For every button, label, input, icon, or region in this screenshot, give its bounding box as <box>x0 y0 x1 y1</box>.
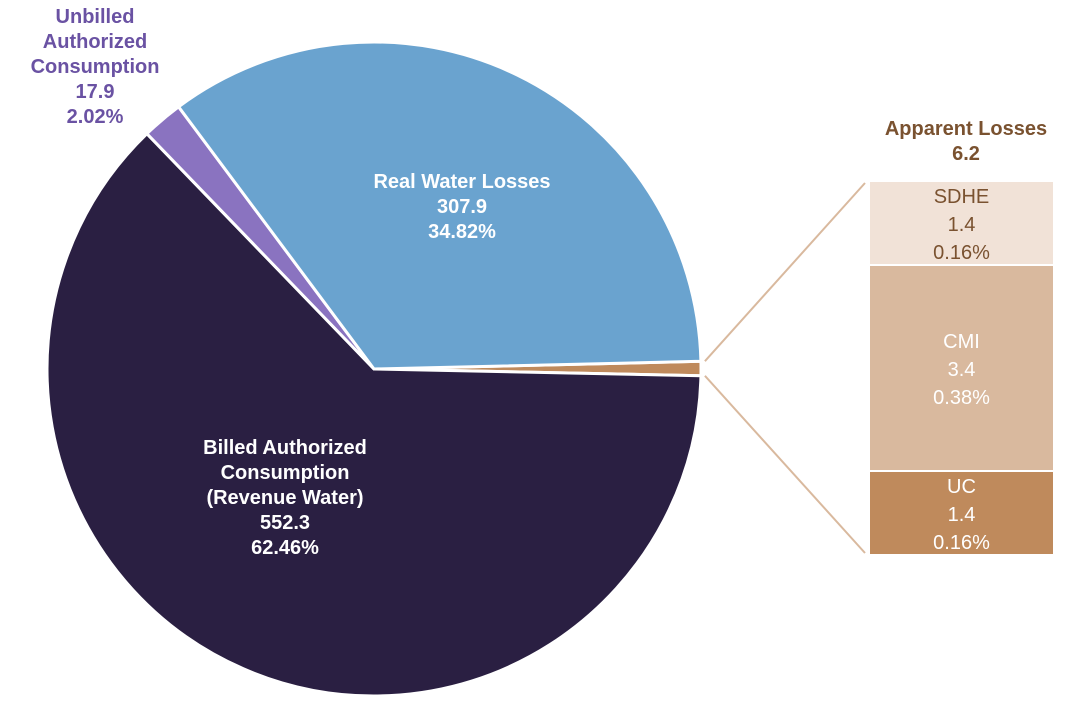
slice-billed <box>45 132 703 698</box>
pie-slices <box>45 40 703 698</box>
connector-bottom <box>704 375 866 554</box>
slice-label-billed-line-4: 62.46% <box>251 537 319 559</box>
breakdown-label-cmi-line-1: 3.4 <box>948 359 976 381</box>
slice-label-unbilled-line-2: Consumption <box>31 56 160 78</box>
breakdown-segment-cmi <box>868 264 1055 472</box>
breakdown-label-sdhe-line-2: 0.16% <box>933 242 990 264</box>
breakdown-label-cmi-line-2: 0.38% <box>933 387 990 409</box>
slice-label-unbilled-line-4: 2.02% <box>67 106 124 128</box>
slice-label-real-line-2: 34.82% <box>428 221 496 243</box>
breakdown-bar <box>868 180 1055 556</box>
slice-label-unbilled-line-3: 17.9 <box>76 81 115 103</box>
breakdown-segment-sdhe <box>868 180 1055 266</box>
slice-label-billed-line-0: Billed Authorized <box>203 437 367 459</box>
connector-top <box>704 182 866 362</box>
slice-real <box>177 40 703 371</box>
breakdown-label-uc-line-2: 0.16% <box>933 532 990 554</box>
slice-label-real-line-1: 307.9 <box>437 196 487 218</box>
slice-label-billed-line-2: (Revenue Water) <box>206 487 363 509</box>
breakdown-label-sdhe-line-0: SDHE <box>934 186 990 208</box>
chart-labels: SDHE 1.4 0.16% CMI 3.4 0.38% UC 1.4 0.16% Billed … <box>31 6 1048 559</box>
breakdown-title-line-0: Apparent Losses <box>885 118 1047 140</box>
breakdown-label-uc-line-1: 1.4 <box>948 504 976 526</box>
slice-label-unbilled-line-1: Authorized <box>43 31 147 53</box>
slice-label-unbilled-line-0: Unbilled <box>56 6 135 28</box>
breakdown-connectors <box>704 182 866 554</box>
breakdown-label-sdhe-line-1: 1.4 <box>948 214 976 236</box>
breakdown-label-cmi-line-0: CMI <box>943 331 980 353</box>
breakdown-segment-uc <box>868 470 1055 556</box>
breakdown-label-uc-line-0: UC <box>947 476 976 498</box>
breakdown-title-line-1: 6.2 <box>952 143 980 165</box>
slice-label-billed-line-3: 552.3 <box>260 512 310 534</box>
slice-label-billed-line-1: Consumption <box>221 462 350 484</box>
slice-label-real-line-0: Real Water Losses <box>373 171 550 193</box>
